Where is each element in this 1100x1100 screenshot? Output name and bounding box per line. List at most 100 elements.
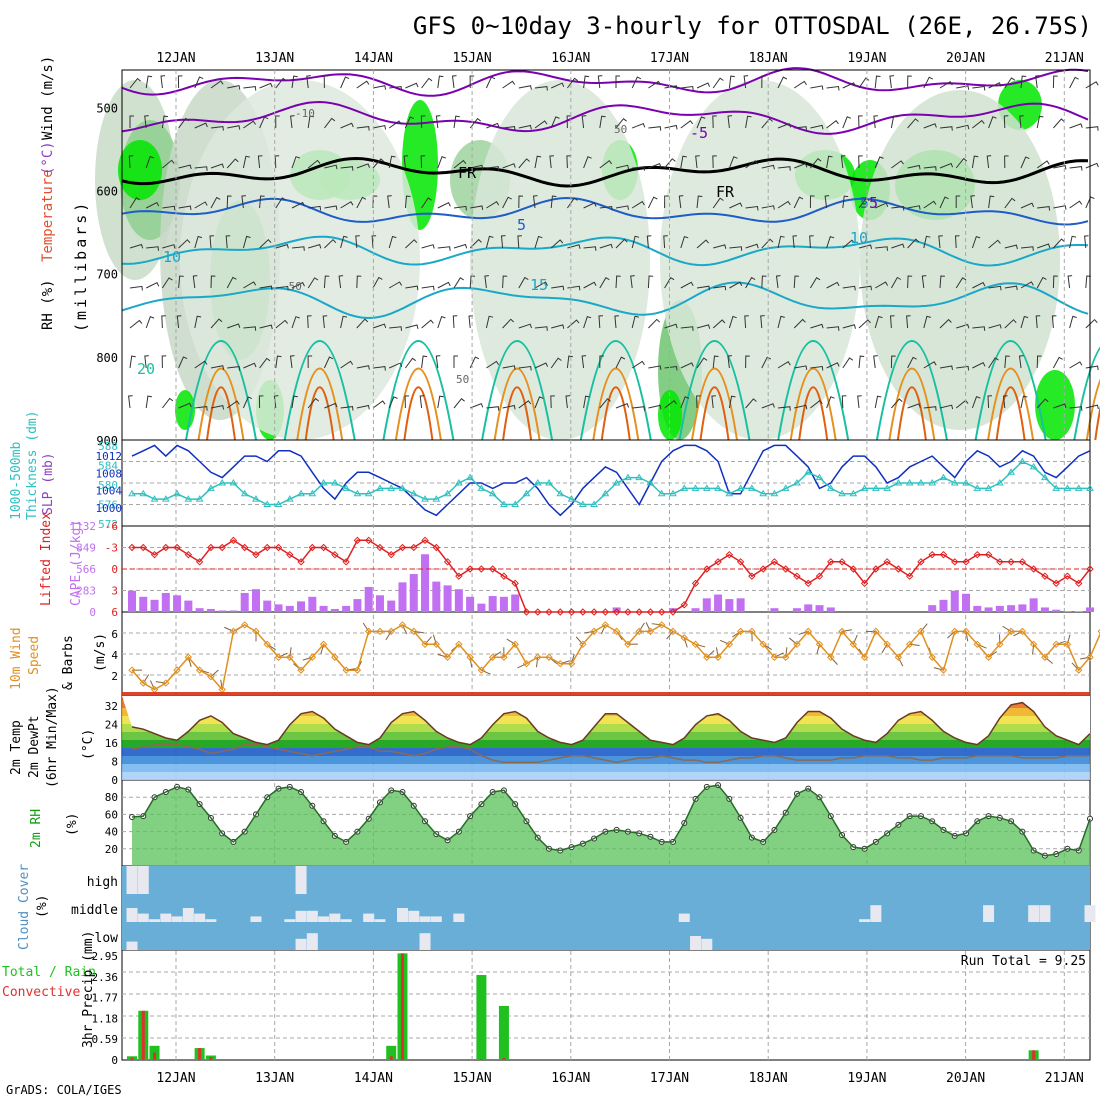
contour-label: 5 [860,194,869,212]
wind-barb [518,158,530,169]
wind-barb [711,395,716,409]
wind-barb [1067,275,1073,289]
wind-barb [144,355,149,369]
cloud-low-bar [306,933,318,950]
surface-wind-barb [852,634,858,645]
rh-tick: 40 [105,826,118,839]
cloud-middle-bar [306,910,318,922]
lifted-tick: 3 [111,585,118,598]
cloud-low-bar [419,933,431,950]
surface-wind-barb [695,643,706,648]
wind-barb [729,246,743,251]
contour-warm [995,386,1026,441]
wind-barb [307,355,313,369]
wind-barb [1052,356,1063,369]
wind-speed-line-point [703,653,711,661]
wind-barb [290,115,295,129]
wind-barb [485,315,494,329]
bottom-date-label: 12JAN [156,1071,195,1086]
wind-barb [923,406,937,411]
surface-wind-barb [413,630,424,634]
wind-barb [243,86,257,91]
wind-barb [551,285,565,291]
wind-barb [632,406,645,411]
wind-speed-line-point [601,621,610,629]
surface-wind-barb [432,634,437,645]
wind-barb [356,163,370,169]
wind-barb [874,75,881,89]
contour-warm [600,386,631,441]
wind-barb [259,324,273,330]
wind-barb [729,202,743,209]
wind-barb [291,281,305,289]
wind-speed-line-point [421,640,429,649]
lifted-index-line-point [556,608,564,616]
wind-barb [923,200,937,209]
upper-pressure-label: (millibars) [72,200,90,332]
wind-barb [890,355,896,369]
cloud-low-bar [690,936,702,950]
wind-barb [259,285,273,291]
wind-barb [534,396,544,409]
wind-barb [324,164,338,170]
wind-barb [259,116,269,129]
temp-tick: 24 [105,719,119,732]
top-date-label: 18JAN [749,51,788,66]
wind-barb [858,155,863,169]
lifted-index-line-point [827,558,835,566]
wind-barb [972,362,986,369]
surface-wind-barb [897,657,904,667]
cloud-label: Cloud Cover [17,864,32,950]
wind-barb [583,246,597,251]
wind-barb [826,396,835,409]
cape-tick: 566 [76,563,96,576]
wind-speed-line-point [398,621,407,629]
surface-wind-barb [289,647,292,658]
temp-color-band [122,748,1090,756]
rh2m-unit: (%) [65,813,80,836]
wind-barb [745,276,756,289]
wind-barb [356,126,370,131]
wind-barb [712,115,717,129]
wind-barb [566,77,578,89]
precip-unit: 3hr Precip (mm) [81,931,96,1048]
cloud-background [122,866,1090,950]
wind-barb [145,395,152,409]
wind-barb [275,285,289,291]
lifted-index-line-point [1007,558,1015,566]
wind-barb [1085,81,1099,89]
cloud-middle-bar [396,908,408,922]
lifted-index-line-point [658,608,666,616]
cape-bar [319,605,328,612]
wind-barb [437,281,451,289]
contour-5 [121,196,1089,226]
surface-wind-barb [302,656,313,661]
cape-bar [161,593,170,612]
wind-barb [242,396,253,409]
wind-barb [631,200,645,209]
wind-barb [923,361,937,369]
lifted-index-line-point [590,608,598,616]
surface-wind-barb [1066,634,1071,645]
wind-barb [566,115,572,129]
wind-barb [308,243,322,249]
wind-barb [1036,398,1049,409]
cape-bar [792,608,801,612]
wind-barb [696,82,711,89]
cape-bar [1063,611,1072,612]
wind-barb [502,163,516,169]
wind-barb [842,82,856,89]
wind-barb [1020,281,1034,289]
cloud-middle-bar [194,913,206,922]
wind-barb [420,155,426,169]
wind-barb [453,277,464,289]
wind-barb [338,275,344,289]
wind-barb [809,277,821,289]
wind-barb [194,360,208,369]
wind-barb [939,81,953,89]
wind-barb [372,276,383,289]
wind-barb [955,277,967,289]
cloud-middle-bar [295,910,307,922]
cape-bar [240,593,249,612]
wind-barb [129,319,143,329]
